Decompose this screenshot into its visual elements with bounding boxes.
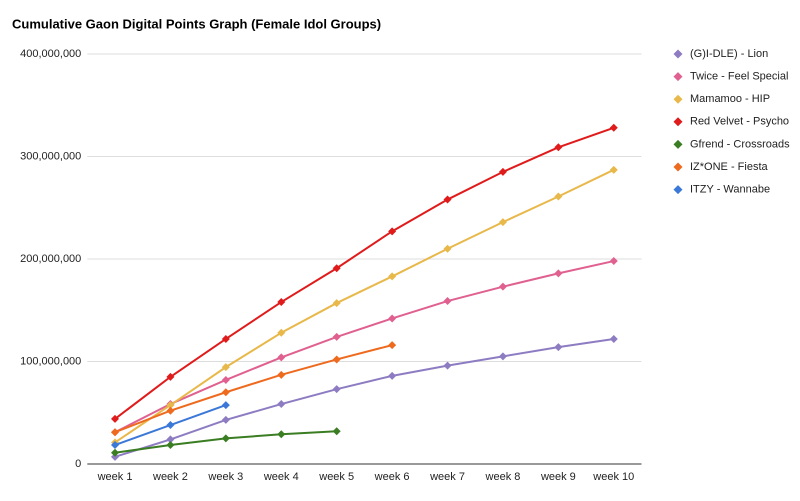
y-tick-label: 300,000,000 [20, 150, 81, 162]
legend-marker [673, 49, 683, 59]
data-point [166, 421, 175, 430]
data-point [221, 415, 230, 424]
data-point [332, 385, 341, 394]
data-point [277, 298, 286, 307]
data-point [443, 244, 452, 253]
data-point [111, 452, 120, 461]
data-point [277, 430, 286, 439]
data-point [443, 195, 452, 204]
data-point [443, 297, 452, 306]
series-line [114, 126, 615, 420]
series-line [114, 344, 393, 434]
data-point [332, 427, 341, 436]
data-point [332, 355, 341, 364]
legend-label: Gfrend - Crossroads [690, 138, 790, 150]
legend-label: ITZY - Wannabe [690, 184, 770, 196]
data-point [111, 441, 120, 450]
data-point [609, 123, 618, 132]
data-point [332, 264, 341, 273]
data-point [609, 334, 618, 343]
x-tick-label: week 9 [540, 471, 576, 483]
series-line [114, 168, 615, 444]
x-tick-label: week 10 [592, 471, 634, 483]
data-point [111, 448, 120, 457]
data-point [498, 352, 507, 361]
chart-title: Cumulative Gaon Digital Points Graph (Fe… [12, 16, 381, 31]
x-tick-label: week 1 [97, 471, 133, 483]
data-point [221, 375, 230, 384]
legend-label: Mamamoo - HIP [690, 93, 770, 105]
legend-marker [673, 139, 683, 149]
legend-marker [673, 72, 683, 82]
x-tick-label: week 8 [485, 471, 521, 483]
data-point [166, 401, 175, 410]
data-point [277, 353, 286, 362]
data-point [498, 218, 507, 227]
data-point [554, 343, 563, 352]
y-tick-label: 0 [75, 458, 81, 470]
data-point [221, 334, 230, 343]
data-point [609, 257, 618, 266]
data-point [609, 165, 618, 174]
data-point [277, 328, 286, 337]
x-tick-label: week 3 [207, 471, 243, 483]
x-tick-label: week 5 [318, 471, 354, 483]
data-point [388, 272, 397, 281]
data-point [332, 299, 341, 308]
data-point [111, 428, 120, 437]
x-tick-label: week 2 [152, 471, 188, 483]
legend-label: (G)I-DLE) - Lion [690, 48, 768, 60]
data-point [388, 227, 397, 236]
x-tick-label: week 7 [429, 471, 465, 483]
data-point [166, 441, 175, 450]
data-point [111, 414, 120, 423]
data-point [554, 192, 563, 201]
data-point [166, 435, 175, 444]
data-point [388, 341, 397, 350]
data-point [277, 370, 286, 379]
data-point [221, 401, 230, 410]
data-point [166, 406, 175, 415]
data-point [332, 332, 341, 341]
data-point [554, 143, 563, 152]
legend-marker [673, 94, 683, 104]
legend-marker [673, 162, 683, 172]
data-point [388, 371, 397, 380]
data-point [498, 167, 507, 176]
x-tick-label: week 6 [374, 471, 410, 483]
data-point [498, 282, 507, 291]
data-point [166, 372, 175, 381]
y-tick-label: 100,000,000 [20, 355, 81, 367]
legend-label: Red Velvet - Psycho [690, 116, 789, 128]
y-tick-label: 200,000,000 [20, 253, 81, 265]
data-point [221, 434, 230, 443]
data-point [221, 363, 230, 372]
series-line [114, 337, 614, 458]
series-line [114, 260, 615, 434]
legend-label: Twice - Feel Special [690, 71, 788, 83]
data-point [388, 314, 397, 323]
y-tick-label: 400,000,000 [20, 48, 81, 60]
data-point [221, 388, 230, 397]
legend-label: IZ*ONE - Fiesta [690, 161, 769, 173]
legend-marker [673, 185, 683, 195]
data-point [277, 400, 286, 409]
data-point [554, 269, 563, 278]
x-tick-label: week 4 [263, 471, 299, 483]
data-point [443, 361, 452, 370]
legend-marker [673, 117, 683, 127]
